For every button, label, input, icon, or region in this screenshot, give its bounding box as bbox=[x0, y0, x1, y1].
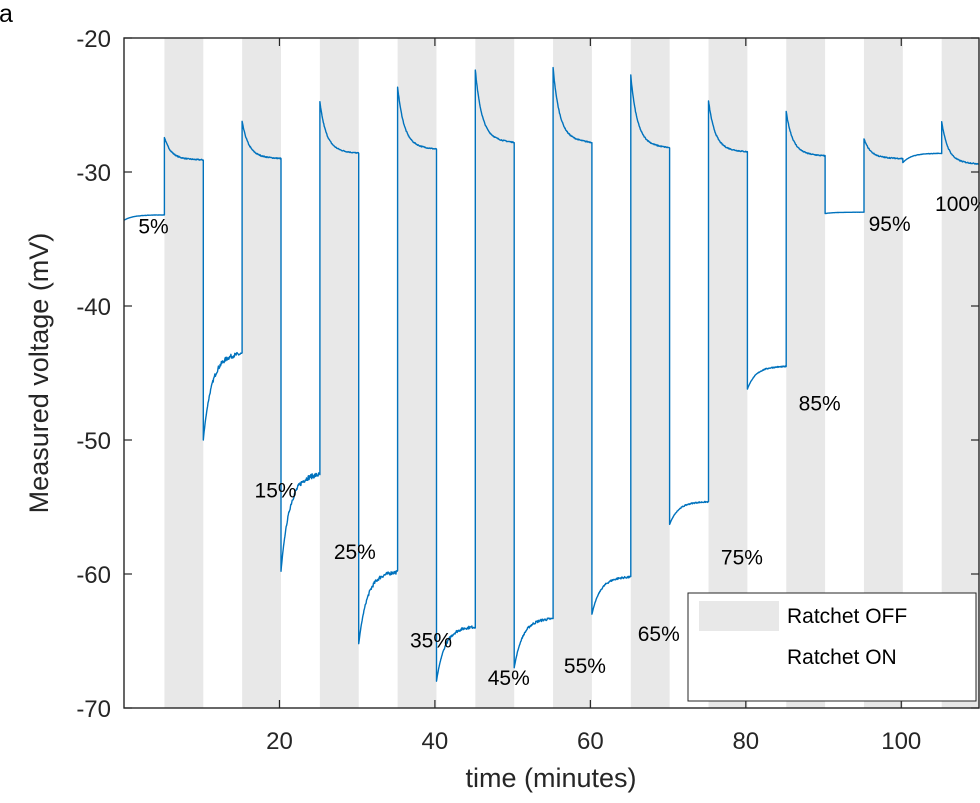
x-axis-label: time (minutes) bbox=[465, 763, 636, 793]
ratchet-off-band-3 bbox=[319, 38, 359, 708]
legend: Ratchet OFF Ratchet ON bbox=[687, 592, 977, 702]
voltage-trace bbox=[123, 66, 980, 682]
y-tick-label--20: -20 bbox=[76, 26, 111, 53]
legend-swatch-ratchet-off bbox=[699, 601, 779, 631]
y-tick-label--60: -60 bbox=[76, 562, 111, 589]
legend-swatch-ratchet-on bbox=[699, 642, 779, 672]
y-tick-label--30: -30 bbox=[76, 160, 111, 187]
y-axis-label: Measured voltage (mV) bbox=[24, 233, 54, 514]
percent-label-6: 55% bbox=[564, 655, 606, 678]
axis-ticks: 20 40 60 80 100 -20 -30 -40 -50 -60 -70 bbox=[76, 26, 979, 755]
x-tick-label-100: 100 bbox=[881, 728, 921, 755]
ratchet-off-band-5 bbox=[475, 38, 515, 708]
panel-label: a bbox=[0, 0, 13, 28]
y-tick-label--50: -50 bbox=[76, 428, 111, 455]
x-tick-label-40: 40 bbox=[422, 728, 449, 755]
ratchet-off-band-7 bbox=[630, 38, 670, 708]
legend-label-ratchet-off: Ratchet OFF bbox=[787, 605, 907, 628]
percent-labels: 5% 15% 25% 35% 45% 55% 65% 75% 85% 95% 100% bbox=[138, 193, 980, 690]
percent-label-10: 95% bbox=[869, 213, 911, 236]
plot-frame bbox=[123, 37, 980, 709]
percent-label-2: 15% bbox=[255, 480, 297, 503]
percent-label-3: 25% bbox=[334, 541, 376, 564]
ratchet-off-band-6 bbox=[553, 38, 592, 708]
voltage-series bbox=[123, 66, 980, 682]
percent-label-1: 5% bbox=[138, 216, 168, 239]
percent-label-9: 85% bbox=[799, 392, 841, 415]
y-tick-label--70: -70 bbox=[76, 696, 111, 723]
percent-label-5: 45% bbox=[488, 667, 530, 690]
percent-label-4: 35% bbox=[410, 630, 452, 653]
percent-label-8: 75% bbox=[721, 547, 763, 570]
x-tick-label-20: 20 bbox=[266, 728, 293, 755]
ratchet-off-band-1 bbox=[164, 38, 204, 708]
y-tick-label--40: -40 bbox=[76, 294, 111, 321]
percent-label-7: 65% bbox=[638, 623, 680, 646]
x-tick-label-80: 80 bbox=[732, 728, 759, 755]
ratchet-off-band-2 bbox=[242, 38, 282, 708]
ratchet-off-band-4 bbox=[397, 38, 437, 708]
x-tick-label-60: 60 bbox=[577, 728, 604, 755]
percent-label-11: 100% bbox=[935, 193, 980, 216]
legend-label-ratchet-on: Ratchet ON bbox=[787, 646, 897, 669]
